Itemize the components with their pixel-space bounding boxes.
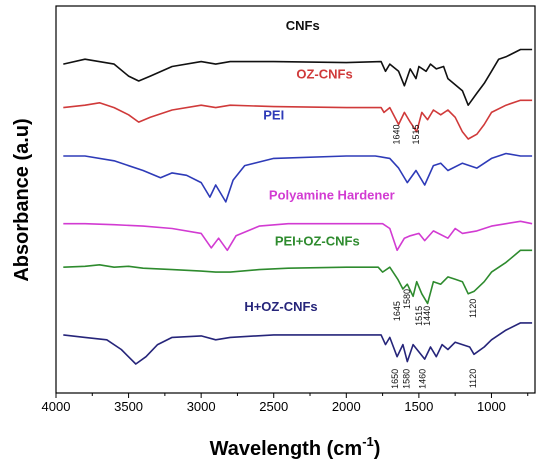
peak-label-10: 1120 [468, 369, 478, 388]
peak-label-1: 1515 [411, 125, 421, 145]
series-label-5: H+OZ-CNFs [244, 299, 317, 314]
y-axis-title: Absorbance (a.u) [11, 118, 33, 281]
x-axis-title-sup: -1 [362, 434, 374, 449]
peak-label-0: 1640 [391, 125, 401, 145]
plot-frame [55, 5, 536, 394]
series-label-3: Polyamine Hardener [269, 188, 395, 203]
series-label-4: PEI+OZ-CNFs [275, 233, 360, 248]
x-axis: 4000 3500 3000 2500 2000 1500 1000 [42, 393, 529, 414]
peak-label-6: 1120 [468, 299, 478, 318]
series-line-0 [63, 48, 533, 106]
series-label-2: PEI [263, 108, 284, 123]
peak-label-9: 1460 [417, 369, 427, 389]
x-axis-title-close: ) [374, 438, 381, 460]
x-tick-label-2: 3000 [187, 399, 216, 414]
series-line-3 [63, 220, 533, 252]
series-line-5 [63, 322, 533, 365]
peak-label-4: 1515 [414, 306, 424, 326]
peak-label-5: 1440 [422, 306, 432, 326]
label-layer: CNFs OZ-CNFs PEI Polyamine Hardener PEI+OZ-C… [244, 18, 394, 314]
peak-label-2: 1645 [392, 301, 402, 321]
peak-label-3: 1580 [402, 289, 412, 309]
series-layer [63, 48, 533, 365]
peak-label-8: 1580 [401, 369, 411, 389]
x-tick-label-6: 1000 [477, 399, 506, 414]
series-label-1: OZ-CNFs [296, 67, 352, 82]
series-line-1 [63, 99, 533, 140]
x-tick-label-4: 2000 [332, 399, 361, 414]
x-axis-title: Wavelength (cm-1) [210, 434, 381, 460]
x-axis-title-main: Wavelength (cm [210, 438, 363, 460]
x-tick-label-1: 3500 [114, 399, 143, 414]
x-tick-label-5: 1500 [404, 399, 433, 414]
series-label-0: CNFs [286, 18, 320, 33]
x-tick-label-0: 4000 [42, 399, 71, 414]
series-line-2 [63, 152, 533, 203]
peak-label-7: 1650 [390, 369, 400, 389]
series-line-4 [63, 249, 533, 305]
x-tick-label-3: 2500 [259, 399, 288, 414]
